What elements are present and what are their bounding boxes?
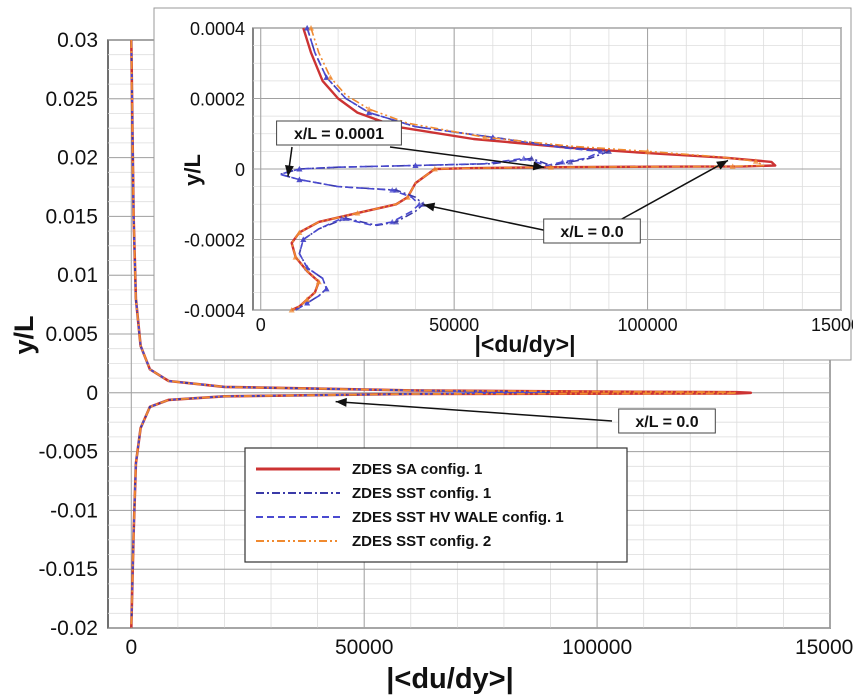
inset-series-marker bbox=[482, 134, 489, 140]
legend-items: ZDES SA config. 1 ZDES SST config. 1 ZDES … bbox=[256, 461, 564, 550]
inset-y-tick-label: -0.0004 bbox=[184, 301, 245, 321]
main-annotation: x/L = 0.0 bbox=[335, 397, 716, 434]
inset-y-tick-label: 0 bbox=[235, 160, 245, 180]
inset-x-tick-label: 100000 bbox=[618, 315, 678, 335]
inset-series-marker bbox=[296, 166, 303, 172]
inset-annotation-1-arrow bbox=[389, 146, 545, 169]
inset-series-marker bbox=[412, 162, 419, 168]
inset-series-marker bbox=[304, 25, 311, 31]
inset-series-marker bbox=[304, 296, 311, 302]
main-y-axis-label: y/L bbox=[9, 315, 39, 354]
main-x-tick-label: 0 bbox=[125, 636, 137, 659]
main-y-tick-label: -0.015 bbox=[38, 558, 98, 581]
inset-annotation-1-label: x/L = 0.0001 bbox=[294, 126, 384, 143]
inset-series-marker bbox=[327, 74, 334, 80]
inset-series-marker bbox=[547, 164, 554, 170]
main-annotation-label-box bbox=[618, 408, 716, 434]
inset-x-axis-label: |<du/dy>| bbox=[474, 331, 575, 357]
main-y-tick-label: 0.025 bbox=[45, 88, 98, 111]
inset-series-marker bbox=[559, 158, 566, 165]
inset-series-marker bbox=[605, 148, 612, 154]
inset-y-tick-label: 0.0002 bbox=[190, 90, 245, 110]
main-annotation-arrow bbox=[335, 400, 613, 422]
inset-series-marker bbox=[644, 148, 651, 154]
inset-series-marker bbox=[308, 25, 315, 31]
inset-grid bbox=[253, 27, 842, 311]
inset-annotation-2-arrow-2 bbox=[619, 159, 729, 221]
inset-series-marker bbox=[296, 229, 303, 235]
inset-series-marker bbox=[323, 285, 330, 292]
inset-annotation-1-arrow-2-head bbox=[284, 165, 294, 177]
inset-series-marker bbox=[354, 210, 361, 216]
main-y-tick-label: -0.01 bbox=[50, 499, 98, 522]
inset-x-tick-label: 50000 bbox=[429, 315, 479, 335]
inset-series-marker bbox=[729, 163, 736, 169]
legend-label-2: ZDES SST config. 1 bbox=[352, 485, 491, 502]
inset-series-marker bbox=[416, 201, 423, 207]
main-y-tick-label: 0.005 bbox=[45, 323, 98, 346]
inset-series-marker bbox=[389, 218, 396, 225]
inset-y-axis-label: y/L bbox=[180, 154, 205, 186]
main-y-tick-label: 0.01 bbox=[57, 264, 98, 287]
inset-series-marker bbox=[598, 148, 605, 154]
inset-series-line-3 bbox=[279, 27, 602, 311]
legend-box bbox=[244, 447, 628, 563]
legend-label-3: ZDES SST HV WALE config. 1 bbox=[352, 509, 564, 526]
inset-annotation-1-arrow-head bbox=[532, 161, 545, 171]
inset-series-marker bbox=[431, 166, 438, 172]
inset-series-marker bbox=[752, 158, 759, 164]
inset-annotation-2-arrow-head bbox=[423, 202, 436, 212]
main-annotation-label: x/L = 0.0 bbox=[635, 414, 698, 431]
inset-series-marker bbox=[366, 109, 373, 116]
main-y-tick-label: 0.03 bbox=[57, 29, 98, 52]
inset-annotation-2-arrow-2-head bbox=[716, 160, 728, 170]
inset-series-marker bbox=[520, 155, 527, 161]
legend: ZDES SA config. 1 ZDES SST config. 1 ZDES … bbox=[244, 447, 628, 563]
inset-series-marker bbox=[366, 106, 373, 112]
main-y-tick-label: 0.015 bbox=[45, 205, 98, 228]
inset-annotation-2-label-box bbox=[543, 218, 641, 244]
inset-series-line-4 bbox=[290, 27, 765, 311]
inset-series-marker bbox=[323, 74, 330, 80]
inset-series-marker bbox=[288, 307, 295, 313]
inset-series-marker bbox=[296, 176, 303, 183]
main-y-tick-label: -0.005 bbox=[38, 441, 98, 464]
main-series-line-4 bbox=[130, 39, 738, 629]
main-y-tick-label: -0.02 bbox=[50, 617, 98, 640]
inset-series-marker bbox=[404, 194, 411, 200]
inset-annotation-2-arrow bbox=[423, 203, 549, 232]
inset-series-marker bbox=[338, 215, 345, 221]
main-series-group bbox=[130, 39, 753, 629]
inset-series-marker bbox=[389, 187, 396, 193]
legend-label-4: ZDES SST config. 2 bbox=[352, 533, 491, 550]
inset-series-marker bbox=[315, 278, 322, 285]
main-x-tick-label: 50000 bbox=[335, 636, 393, 659]
main-x-axis-label: |<du/dy>| bbox=[386, 663, 513, 695]
main-x-tick-label: 100000 bbox=[562, 636, 632, 659]
inset-series-marker bbox=[567, 158, 574, 165]
main-annotation-arrow-head bbox=[335, 397, 347, 407]
inset-y-tick-label: -0.0002 bbox=[184, 231, 245, 251]
inset-series-marker bbox=[292, 254, 299, 260]
inset-annotation-2-label: x/L = 0.0 bbox=[560, 224, 623, 241]
inset-annotation-1-label-box bbox=[276, 120, 402, 146]
main-y-tick-label: 0 bbox=[86, 382, 98, 405]
inset-series-marker bbox=[304, 299, 311, 306]
inset-annotations: x/L = 0.0001 x/L = 0.0 bbox=[276, 120, 729, 244]
legend-label-1: ZDES SA config. 1 bbox=[352, 461, 482, 478]
main-y-tick-label: 0.02 bbox=[57, 147, 98, 170]
inset-series-marker bbox=[300, 236, 307, 242]
inset-x-tick-label: 0 bbox=[256, 315, 266, 335]
inset-y-tick-label: 0.0004 bbox=[190, 19, 245, 39]
inset-series-marker bbox=[393, 218, 400, 225]
